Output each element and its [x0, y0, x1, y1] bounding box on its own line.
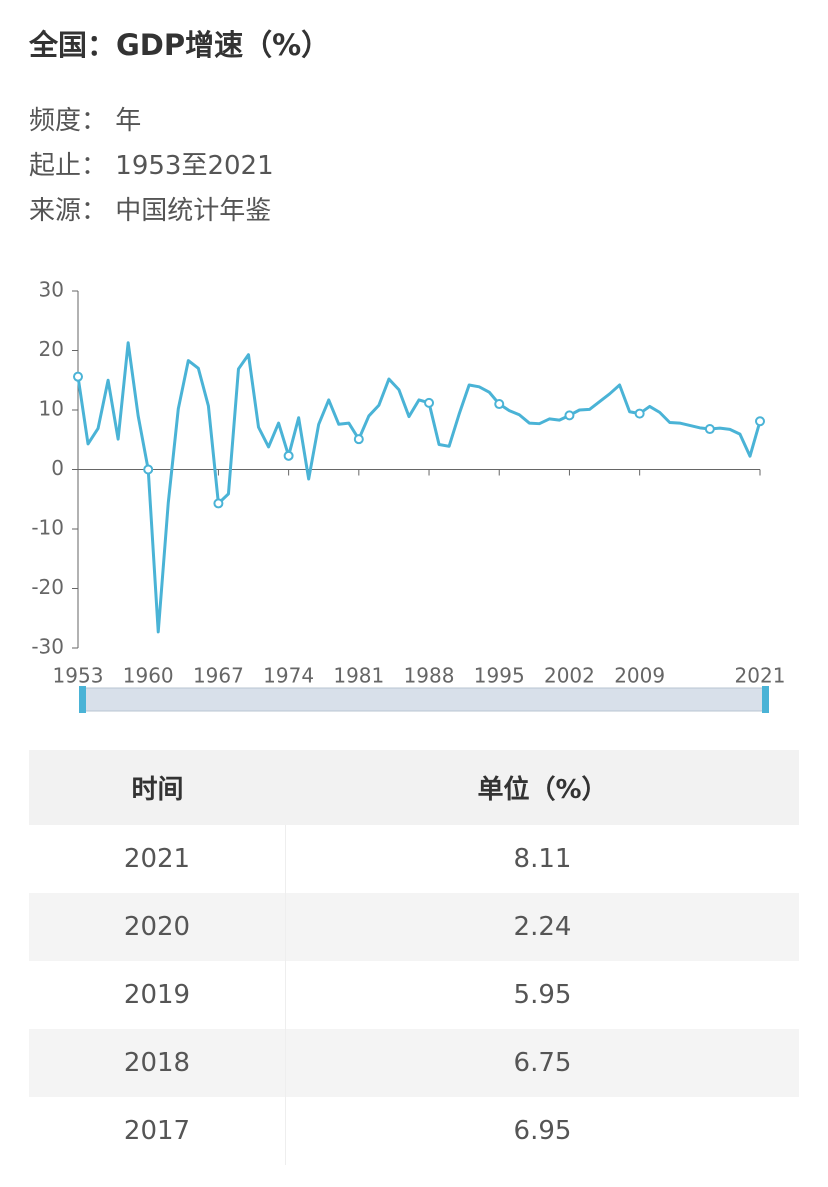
y-tick-label: 30: [39, 278, 64, 302]
meta-label: 起止：: [29, 151, 108, 181]
data-point: [143, 464, 154, 475]
y-tick-label: -30: [31, 635, 64, 659]
data-point: [213, 498, 224, 509]
y-tick-label: -20: [31, 575, 64, 599]
table-cell: 5.95: [513, 980, 572, 1010]
y-tick-label: -10: [31, 516, 64, 540]
meta-line: 起止： 1953至2021: [29, 145, 274, 182]
x-tick-label: 1960: [123, 664, 174, 688]
x-tick-label: 2002: [544, 664, 595, 688]
table-cell: 2.24: [513, 912, 572, 942]
page-title: 全国：GDP增速（%）: [29, 28, 331, 62]
data-line: [76, 341, 762, 634]
table-cell: 2021: [29, 825, 286, 893]
data-point: [424, 397, 435, 408]
table-cell: 6.75: [513, 1048, 572, 1078]
meta-value: 1953至2021: [115, 151, 274, 181]
zoom-handle[interactable]: [762, 686, 769, 713]
table-cell: 2019: [29, 961, 286, 1029]
table-cell: 8.11: [513, 844, 572, 874]
x-tick-label: 2009: [614, 664, 665, 688]
table-cell: 2017: [29, 1097, 286, 1165]
y-tick-label: 20: [39, 337, 64, 361]
data-point: [755, 416, 765, 427]
zoom-handle[interactable]: [79, 686, 86, 713]
meta-line: 来源： 中国统计年鉴: [29, 190, 271, 227]
header-cell: 单位（%）: [477, 775, 608, 805]
x-tick-label: 1953: [53, 664, 104, 688]
x-tick-label: 1995: [474, 664, 525, 688]
table-row: 2019 5.95: [29, 961, 799, 1029]
data-table: 时间 单位（%） 2021 8.11 2020 2.24 2019 5.95 2018 6.7…: [29, 750, 799, 1165]
x-tick-label: 1974: [263, 664, 314, 688]
x-tick-label: 1981: [333, 664, 384, 688]
y-tick-label: 10: [39, 397, 64, 421]
table-cell: 2020: [29, 893, 286, 961]
x-tick-label: 1988: [404, 664, 455, 688]
meta-label: 来源：: [29, 196, 108, 226]
meta-value: 年: [115, 106, 142, 136]
x-tick-label: 2021: [735, 664, 786, 688]
table-row: 2017 6.95: [29, 1097, 799, 1165]
table-cell: 2018: [29, 1029, 286, 1097]
data-point: [283, 450, 294, 461]
data-point: [564, 410, 575, 421]
data-point: [353, 434, 364, 445]
data-point: [73, 371, 83, 382]
chart: -30 -20 -10 0 10 20 30 1953 1960 1967 1974 1981 1988…: [31, 278, 786, 713]
header-cell: 时间: [131, 775, 184, 805]
meta-label: 频度：: [29, 106, 108, 136]
data-point: [634, 408, 645, 419]
table-header: 时间 单位（%）: [29, 750, 799, 825]
y-tick-label: 0: [51, 456, 64, 480]
meta-line: 频度： 年: [29, 100, 141, 137]
zoom-slider[interactable]: [81, 687, 767, 712]
data-point: [704, 424, 715, 435]
table-row: 2018 6.75: [29, 1029, 799, 1097]
table-cell: 6.95: [513, 1116, 572, 1146]
data-point: [494, 399, 505, 410]
table-row: 2020 2.24: [29, 893, 799, 961]
meta-value: 中国统计年鉴: [115, 196, 272, 226]
x-tick-label: 1967: [193, 664, 244, 688]
table-row: 2021 8.11: [29, 825, 799, 893]
